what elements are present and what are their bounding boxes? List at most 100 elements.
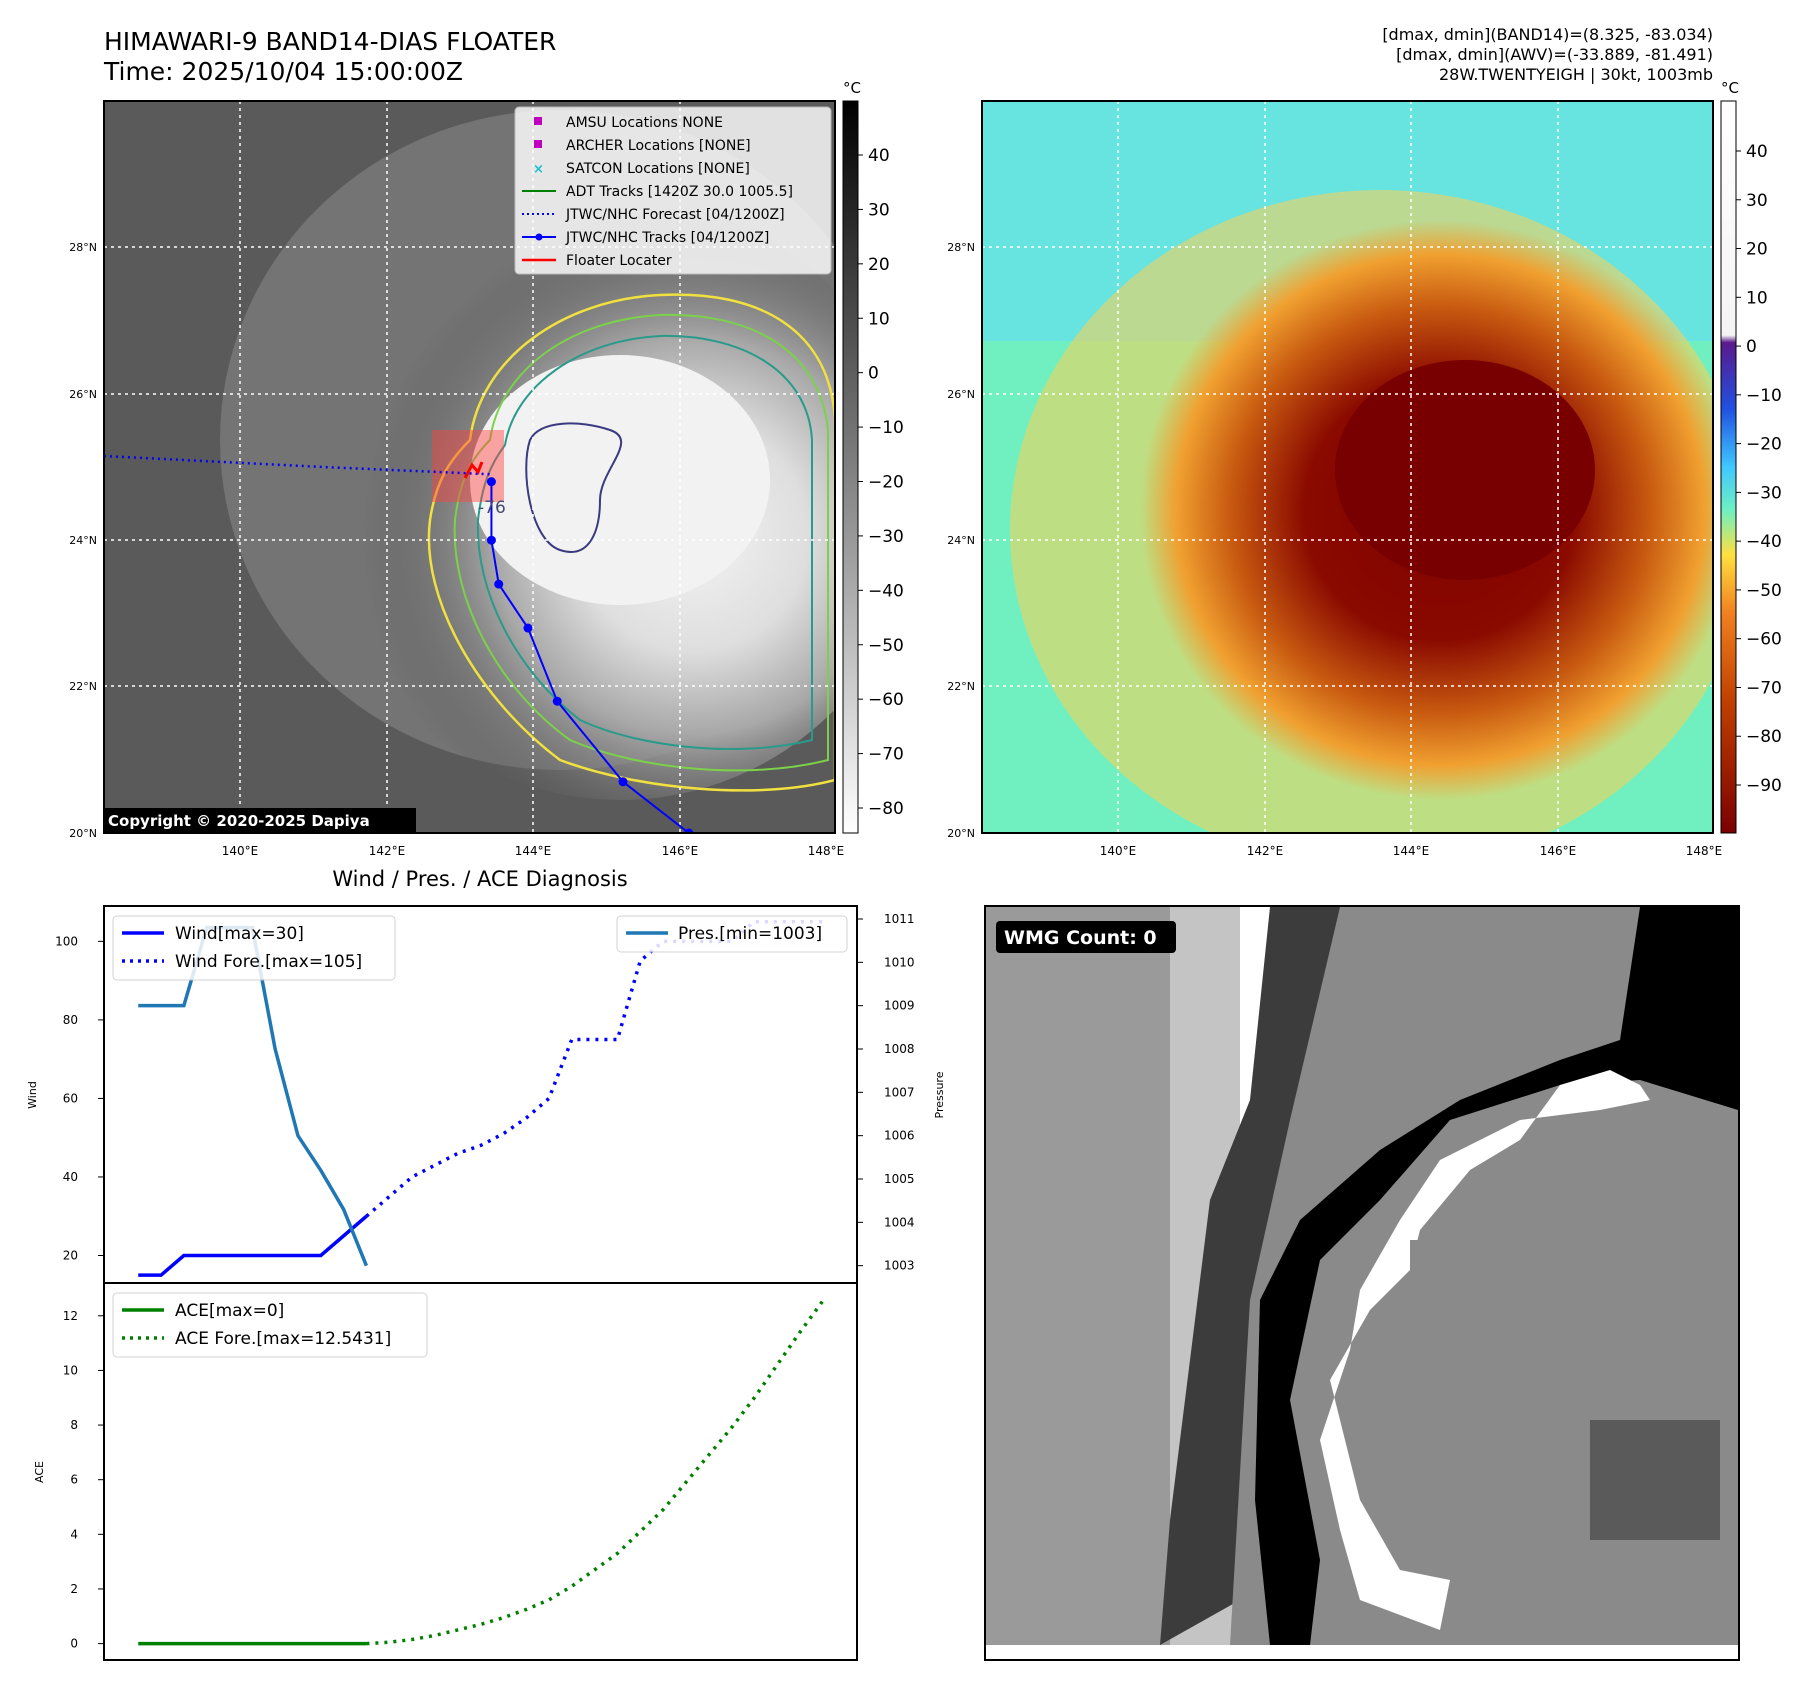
wind-axis-label: Wind (26, 1081, 39, 1109)
colorbar-gray-unit: °C (843, 79, 861, 97)
legend-label-satcon: SATCON Locations [NONE] (566, 161, 750, 177)
legend-label-adt: ADT Tracks [1420Z 30.0 1005.5] (566, 184, 793, 200)
colorbar-tick-label: −40 (868, 581, 904, 601)
color-lon-label-142: 142°E (1247, 844, 1284, 858)
map-legend: AMSU Locations NONE ARCHER Locations [NO… (514, 106, 832, 275)
ace-y-tick-label: 2 (70, 1582, 78, 1596)
floater-locater-track (463, 461, 484, 479)
legend-label-forecast: JTWC/NHC Forecast [04/1200Z] (565, 207, 785, 223)
color-map-frame (981, 100, 1714, 834)
colorbar-tick-label: −30 (868, 527, 904, 547)
colorbar-tick-label: −10 (868, 418, 904, 438)
track-point (618, 777, 628, 787)
wind-y-tick-label: 20 (63, 1249, 78, 1263)
stats-awv: [dmax, dmin](AWV)=(-33.889, -81.491) (1396, 45, 1713, 64)
wind-y-tick-label: 40 (63, 1170, 78, 1184)
ace-series-line-1 (366, 1299, 825, 1646)
colorbar-tick-label: −40 (1746, 532, 1782, 552)
ir-map-frame (103, 100, 836, 834)
colorbar-tick-label: −10 (1746, 386, 1782, 406)
colorbar-tick-label: −60 (1746, 630, 1782, 650)
colorbar-tick-label: −20 (1746, 435, 1782, 455)
series-line-0 (138, 1214, 368, 1277)
best-track (463, 461, 694, 833)
lon-label-146: 146°E (662, 844, 699, 858)
color-lat-label-22: 22°N (947, 680, 975, 693)
ace-y-tick-label: 0 (70, 1637, 78, 1651)
pressure-y-tick-label: 1010 (884, 955, 915, 969)
pressure-legend-label: Pres.[min=1003] (678, 924, 822, 944)
copyright-text: Copyright © 2020-2025 Dapiya (108, 812, 370, 830)
pressure-y-tick-label: 1005 (884, 1172, 915, 1186)
legend-marker-archer (534, 140, 542, 148)
colorbar-tick-label: −90 (1746, 776, 1782, 796)
ace-forecast-legend-label: ACE Fore.[max=12.5431] (175, 1329, 391, 1349)
wind-y-tick-label: 100 (55, 934, 78, 948)
track-point (486, 535, 496, 545)
colorbar-tick-label: 30 (868, 200, 890, 220)
colorbar-gray (842, 100, 859, 834)
wmg-frame (984, 905, 1740, 1661)
ace-y-tick-label: 12 (63, 1309, 78, 1323)
wind-y-tick-label: 60 (63, 1091, 78, 1105)
track-point (684, 828, 694, 833)
ace-y-tick-label: 6 (70, 1473, 78, 1487)
pressure-legend-box (616, 915, 848, 953)
legend-label-tracks: JTWC/NHC Tracks [04/1200Z] (565, 230, 769, 246)
color-lon-label-146: 146°E (1540, 844, 1577, 858)
colorbar-tick-label: 20 (1746, 240, 1768, 260)
legend-label-archer: ARCHER Locations [NONE] (566, 138, 751, 154)
storm-info: 28W.TWENTYEIGH | 30kt, 1003mb (1439, 65, 1713, 84)
color-lat-label-26: 26°N (947, 388, 975, 401)
wmg-badge (996, 921, 1176, 953)
colorbar-tick-label: 30 (1746, 191, 1768, 211)
wmg-image (986, 907, 1738, 1645)
lon-label-142: 142°E (369, 844, 406, 858)
colorbar-tick-label: 10 (1746, 288, 1768, 308)
contour-green (453, 313, 829, 772)
lat-label-22: 22°N (69, 680, 97, 693)
cold-top-core (1335, 360, 1595, 580)
colorbar-tick-label: −50 (868, 636, 904, 656)
colorbar-tick-label: −80 (868, 799, 904, 819)
legend-label-amsu: AMSU Locations NONE (566, 115, 723, 131)
track-point (523, 623, 533, 633)
colorbar-tick-label: 10 (868, 309, 890, 329)
ir-map-panel: -76 AMSU Locations NONE ARCHER Locations… (69, 79, 904, 858)
wind-forecast-legend-label: Wind Fore.[max=105] (175, 952, 362, 972)
colorbar-tick-label: −50 (1746, 581, 1782, 601)
wmg-dark-patch (1590, 1420, 1720, 1540)
colorbar-color-unit: °C (1721, 79, 1739, 97)
lon-label-140: 140°E (222, 844, 259, 858)
wmg-black-band (1255, 907, 1738, 1645)
color-lat-label-20: 20°N (947, 827, 975, 840)
color-lat-label-28: 28°N (947, 241, 975, 254)
colorbar-tick-label: 40 (868, 146, 890, 166)
track-point (486, 477, 496, 487)
contour-navy (525, 422, 623, 553)
color-ir-panel: 28°N 26°N 24°N 22°N 20°N 140°E 142°E 144… (947, 79, 1782, 858)
wind-legend-box (112, 915, 396, 981)
ace-axis-label: ACE (33, 1461, 46, 1483)
figure-time: Time: 2025/10/04 15:00:00Z (103, 57, 463, 86)
legend-label-floater: Floater Locater (566, 253, 672, 269)
ace-chart: ACE 12 10 8 6 4 2 0 ACE[max=0] ACE Fore.[max=1… (33, 1282, 858, 1661)
wmg-panel: WMG Count: 0 (984, 905, 1740, 1661)
lat-label-26: 26°N (69, 388, 97, 401)
color-lon-label-144: 144°E (1393, 844, 1430, 858)
ace-legend-label: ACE[max=0] (175, 1301, 284, 1321)
central-cold-cloud (470, 355, 770, 605)
colorbar-tick-label: 40 (1746, 142, 1768, 162)
ace-legend-box (112, 1292, 428, 1358)
pressure-y-tick-label: 1007 (884, 1085, 915, 1099)
lat-label-20: 20°N (69, 827, 97, 840)
ace-chart-marks: 12 10 8 6 4 2 0 (63, 1299, 825, 1651)
lon-label-144: 144°E (515, 844, 552, 858)
copyright-badge (104, 808, 416, 833)
colorbar-tick-label: 0 (868, 364, 879, 384)
ace-y-tick-label: 8 (70, 1418, 78, 1432)
color-lon-label-140: 140°E (1100, 844, 1137, 858)
legend-marker-amsu (534, 117, 542, 125)
forecast-track (104, 454, 492, 476)
